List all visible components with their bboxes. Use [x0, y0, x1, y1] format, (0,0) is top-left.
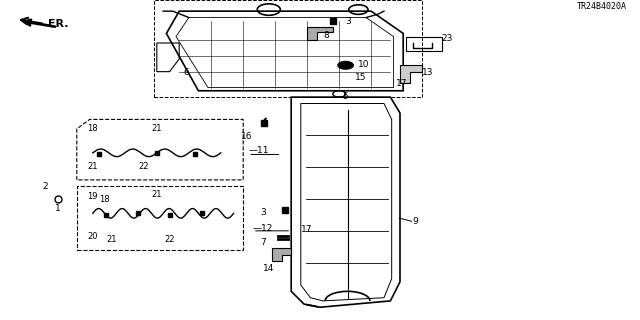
PathPatch shape [307, 27, 333, 40]
Text: FR.: FR. [48, 19, 68, 29]
Text: 21: 21 [152, 190, 162, 199]
Text: —12: —12 [253, 224, 273, 233]
PathPatch shape [272, 248, 291, 261]
Text: 17: 17 [301, 226, 312, 235]
PathPatch shape [400, 65, 422, 83]
Text: 20: 20 [88, 232, 98, 241]
Text: 3: 3 [346, 17, 351, 26]
Text: 3: 3 [260, 208, 266, 217]
Text: 18: 18 [99, 195, 110, 204]
Circle shape [338, 61, 353, 69]
Text: 17: 17 [396, 79, 407, 88]
Text: 23: 23 [442, 35, 453, 44]
Bar [406, 36, 442, 51]
Text: 19: 19 [88, 192, 98, 201]
Text: 6: 6 [183, 68, 189, 77]
Text: TR24B4020A: TR24B4020A [577, 2, 627, 11]
Text: 22: 22 [164, 235, 175, 244]
Text: 21: 21 [152, 124, 162, 132]
Text: —11: —11 [248, 146, 269, 155]
PathPatch shape [77, 119, 243, 180]
Text: 18: 18 [88, 124, 98, 132]
Text: 14: 14 [263, 264, 275, 273]
Bar [154, 0, 422, 97]
Text: 16: 16 [241, 132, 253, 140]
Text: 2: 2 [42, 182, 47, 191]
Text: 8: 8 [324, 31, 329, 40]
Text: 7: 7 [260, 238, 266, 247]
Text: 15: 15 [355, 73, 367, 82]
Bar [77, 186, 243, 250]
Text: 9: 9 [413, 218, 419, 227]
Text: 21: 21 [88, 162, 98, 171]
Text: 5: 5 [342, 92, 348, 101]
Text: 1: 1 [55, 204, 60, 213]
Text: 22: 22 [139, 162, 149, 171]
Text: 21: 21 [107, 235, 117, 244]
Text: 13: 13 [422, 68, 434, 77]
Text: 10: 10 [358, 60, 370, 69]
